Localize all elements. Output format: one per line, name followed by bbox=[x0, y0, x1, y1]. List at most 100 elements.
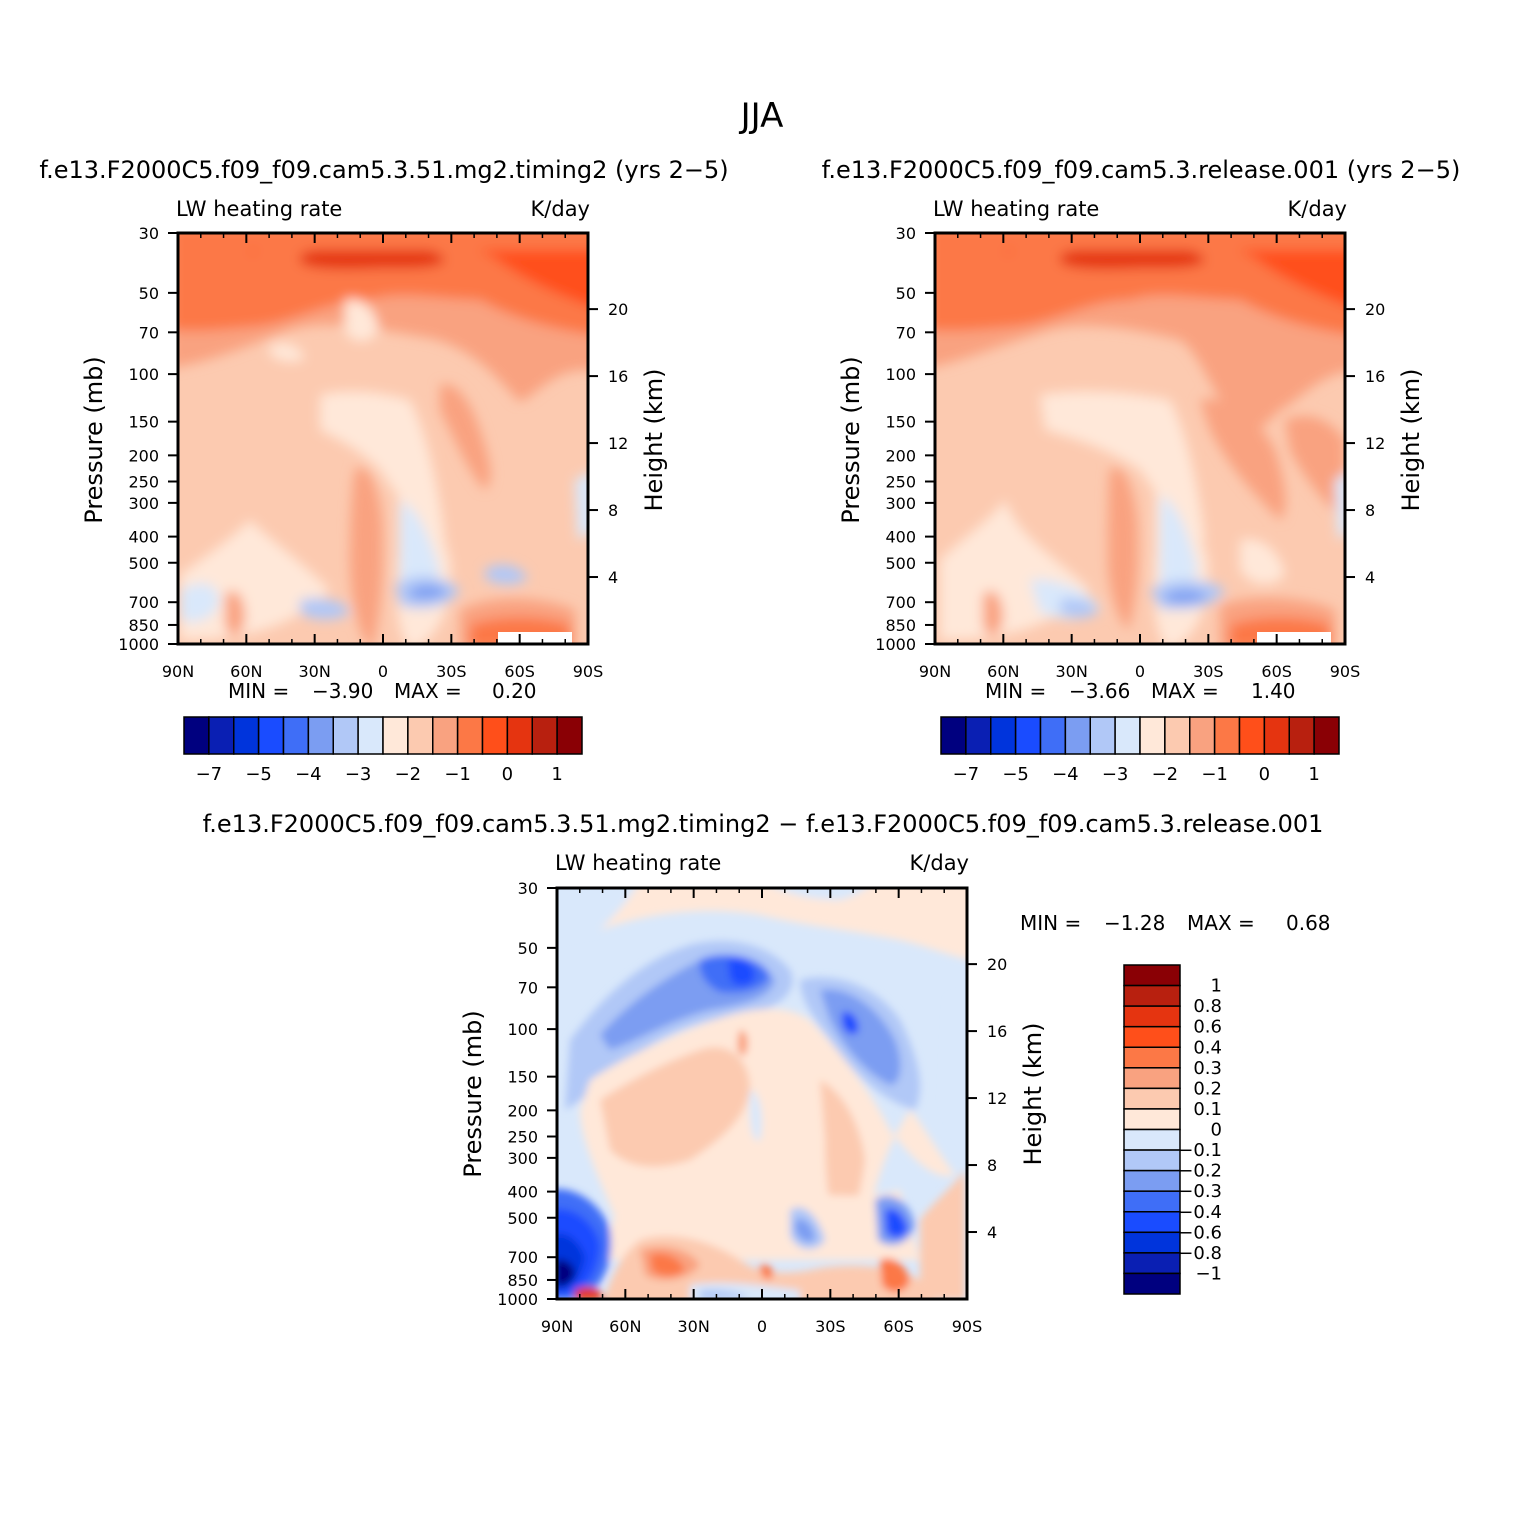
colorbar-swatch bbox=[1238, 716, 1266, 755]
panel-1-min-value: −3.90 bbox=[312, 679, 373, 703]
colorbar-label: −7 bbox=[196, 764, 223, 785]
colorbar-swatch bbox=[506, 716, 533, 755]
y-tick-label: 200 bbox=[885, 446, 916, 465]
colorbar-swatch bbox=[1263, 716, 1290, 755]
colorbar-swatch bbox=[1123, 964, 1181, 987]
colorbar-swatch bbox=[1123, 1067, 1181, 1090]
panel-2-variable-label: LW heating rate bbox=[933, 197, 1099, 221]
y-tick-label: 30 bbox=[518, 879, 538, 898]
colorbar-swatch bbox=[1123, 1149, 1181, 1172]
panel-2-y-label-right: Height (km) bbox=[1397, 369, 1425, 512]
panel-1-x-ticks: 90N 60N 30N 0 30S 60S 90S bbox=[162, 233, 603, 681]
colorbar-label: −3 bbox=[345, 764, 372, 785]
x-tick-label: 90S bbox=[573, 662, 604, 681]
colorbar-label: 0.8 bbox=[1193, 996, 1222, 1017]
colorbar-label: −1 bbox=[444, 764, 471, 785]
colorbar-swatch bbox=[1288, 716, 1315, 755]
colorbar-label: −3 bbox=[1102, 764, 1129, 785]
colorbar-label: −0.4 bbox=[1178, 1202, 1222, 1223]
panel-1-max-label: MAX = bbox=[394, 679, 462, 703]
x-tick-label: 30N bbox=[299, 662, 331, 681]
y-tick-label: 400 bbox=[507, 1183, 538, 1202]
y-tick-label: 300 bbox=[128, 494, 159, 513]
colorbar-label: −1 bbox=[1201, 764, 1228, 785]
y-tick-label: 700 bbox=[128, 593, 159, 612]
colorbar-label: 1 bbox=[551, 764, 562, 785]
y-tick-label: 300 bbox=[885, 494, 916, 513]
y-right-tick-label: 16 bbox=[987, 1022, 1007, 1041]
y-tick-label: 850 bbox=[507, 1271, 538, 1290]
y-right-tick-label: 16 bbox=[608, 367, 628, 386]
colorbar-swatch bbox=[1089, 716, 1116, 755]
y-tick-label: 100 bbox=[885, 365, 916, 384]
x-tick-label: 60S bbox=[883, 1317, 914, 1336]
y-tick-label: 30 bbox=[139, 224, 159, 243]
panel-1-y-label: Pressure (mb) bbox=[80, 356, 108, 523]
colorbar-swatch bbox=[1123, 1005, 1181, 1028]
colorbar-swatch bbox=[1313, 716, 1340, 755]
y-tick-label: 50 bbox=[139, 284, 159, 303]
colorbar-swatch bbox=[183, 716, 210, 755]
y-right-tick-label: 4 bbox=[987, 1223, 997, 1242]
colorbar-label: 0 bbox=[502, 764, 513, 785]
colorbar-swatch bbox=[1123, 1108, 1181, 1131]
y-tick-label: 850 bbox=[128, 616, 159, 635]
y-tick-label: 100 bbox=[128, 365, 159, 384]
colorbar-swatch bbox=[282, 716, 310, 755]
panel-2-max-value: 1.40 bbox=[1251, 679, 1296, 703]
colorbar-swatch bbox=[208, 716, 235, 755]
x-tick-label: 30S bbox=[815, 1317, 846, 1336]
panel-3-min-label: MIN = bbox=[1020, 911, 1081, 935]
colorbar-swatch bbox=[1123, 1169, 1181, 1192]
y-tick-label: 70 bbox=[896, 323, 916, 342]
y-tick-label: 500 bbox=[885, 554, 916, 573]
colorbar-label: −0.6 bbox=[1178, 1222, 1222, 1243]
colorbar-swatch bbox=[1123, 1128, 1181, 1151]
colorbar-label: −5 bbox=[245, 764, 272, 785]
panel-1-y-label-right: Height (km) bbox=[640, 369, 668, 512]
y-tick-label: 250 bbox=[128, 473, 159, 492]
colorbar-swatch bbox=[382, 716, 409, 755]
y-right-tick-label: 12 bbox=[987, 1089, 1007, 1108]
y-right-tick-label: 8 bbox=[1365, 501, 1375, 520]
colorbar-swatch bbox=[357, 716, 384, 755]
panel-1-contour-field bbox=[178, 233, 588, 644]
colorbar-swatch bbox=[1123, 1211, 1181, 1234]
x-tick-label: 0 bbox=[757, 1317, 767, 1336]
panel-3: f.e13.F2000C5.f09_f09.cam5.3.51.mg2.timi… bbox=[203, 810, 1331, 1336]
panel-1-title: f.e13.F2000C5.f09_f09.cam5.3.51.mg2.timi… bbox=[39, 156, 728, 184]
colorbar-swatch bbox=[1114, 716, 1141, 755]
colorbar-swatch bbox=[940, 716, 967, 755]
y-tick-label: 400 bbox=[128, 528, 159, 547]
x-tick-label: 0 bbox=[378, 662, 388, 681]
colorbar-label: −4 bbox=[295, 764, 322, 785]
colorbar-swatch bbox=[1213, 716, 1241, 755]
colorbar-swatch bbox=[1064, 716, 1091, 755]
colorbar-swatch bbox=[1123, 984, 1181, 1007]
panel-1-min-label: MIN = bbox=[228, 679, 289, 703]
y-right-tick-label: 4 bbox=[1365, 568, 1375, 587]
colorbar-label: 0 bbox=[1259, 764, 1270, 785]
y-tick-label: 850 bbox=[885, 616, 916, 635]
y-right-tick-label: 16 bbox=[1365, 367, 1385, 386]
panel-3-y-label: Pressure (mb) bbox=[459, 1010, 487, 1177]
colorbar-label: 1 bbox=[1308, 764, 1319, 785]
panel-3-min-value: −1.28 bbox=[1104, 911, 1165, 935]
x-tick-label: 90N bbox=[919, 662, 951, 681]
colorbar-swatch bbox=[1139, 716, 1166, 755]
panel-2-min-label: MIN = bbox=[985, 679, 1046, 703]
y-right-tick-label: 20 bbox=[608, 300, 628, 319]
x-tick-label: 30S bbox=[436, 662, 467, 681]
x-tick-label: 90S bbox=[1330, 662, 1361, 681]
colorbar-label: −2 bbox=[1152, 764, 1179, 785]
y-tick-label: 250 bbox=[507, 1128, 538, 1147]
colorbar-label: 0.1 bbox=[1193, 1099, 1222, 1120]
colorbar-swatch bbox=[1014, 716, 1042, 755]
panel-2-x-ticks: 90N 60N 30N 0 30S 60S 90S bbox=[919, 233, 1360, 681]
panel-1: f.e13.F2000C5.f09_f09.cam5.3.51.mg2.timi… bbox=[39, 156, 728, 785]
colorbar-swatch bbox=[257, 716, 285, 755]
panel-3-x-ticks: 90N 60N 30N 0 30S 60S 90S bbox=[541, 888, 982, 1336]
y-tick-label: 1000 bbox=[875, 635, 916, 654]
panel-2-y-label: Pressure (mb) bbox=[837, 356, 865, 523]
